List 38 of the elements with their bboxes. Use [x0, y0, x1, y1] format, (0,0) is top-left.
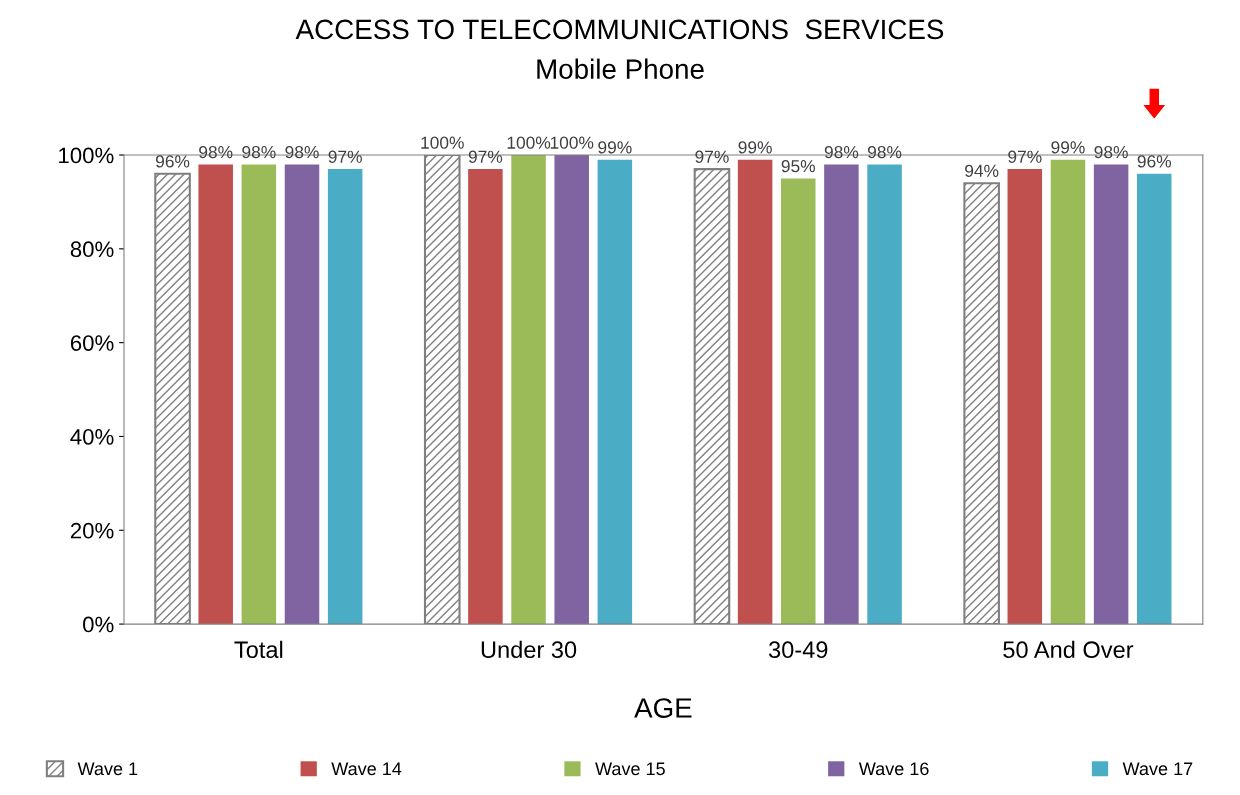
y-tick-label: 0%: [83, 616, 114, 633]
x-tick-label: Under 30: [481, 640, 577, 659]
y-tick-label: 40%: [70, 428, 114, 445]
legend-label: Wave 17: [1122, 762, 1193, 776]
data-label: 97%: [468, 150, 503, 163]
data-label: 96%: [1137, 155, 1172, 168]
data-label: 96%: [155, 155, 190, 168]
y-tick-label: 20%: [70, 522, 114, 539]
data-label: 98%: [824, 145, 859, 159]
data-label: 100%: [421, 136, 464, 149]
data-label: 98%: [199, 145, 233, 159]
legend-label: Wave 14: [331, 762, 402, 776]
data-label: 98%: [867, 145, 902, 159]
legend-label: Wave 1: [77, 762, 138, 776]
x-axis-title: AGE: [634, 698, 692, 718]
data-label: 99%: [738, 141, 772, 154]
x-tick-label: 50 And Over: [1003, 640, 1134, 659]
data-label: 95%: [781, 159, 816, 173]
data-label: 99%: [1051, 141, 1085, 154]
x-tick-label: 30-49: [768, 641, 828, 659]
data-label: 99%: [598, 141, 632, 154]
y-tick-label: 100%: [59, 147, 114, 164]
chart-title: ACCESS TO TELECOMMUNICATIONS SERVICES: [295, 19, 944, 40]
legend-label: Wave 15: [595, 762, 665, 776]
data-label: 98%: [285, 145, 319, 159]
y-tick-label: 80%: [70, 241, 114, 258]
data-label: 98%: [242, 145, 276, 159]
data-label: 100%: [507, 136, 551, 149]
data-label: 97%: [695, 150, 729, 163]
legend-label: Wave 16: [858, 762, 929, 776]
data-label: 94%: [965, 164, 999, 177]
data-label: 97%: [328, 150, 362, 163]
data-label: 100%: [550, 136, 594, 149]
data-label: 97%: [1008, 150, 1042, 163]
x-tick-label: Total: [234, 640, 283, 659]
y-tick-label: 60%: [70, 335, 114, 351]
chart-subtitle: Mobile Phone: [537, 58, 704, 80]
data-label: 98%: [1094, 145, 1128, 159]
